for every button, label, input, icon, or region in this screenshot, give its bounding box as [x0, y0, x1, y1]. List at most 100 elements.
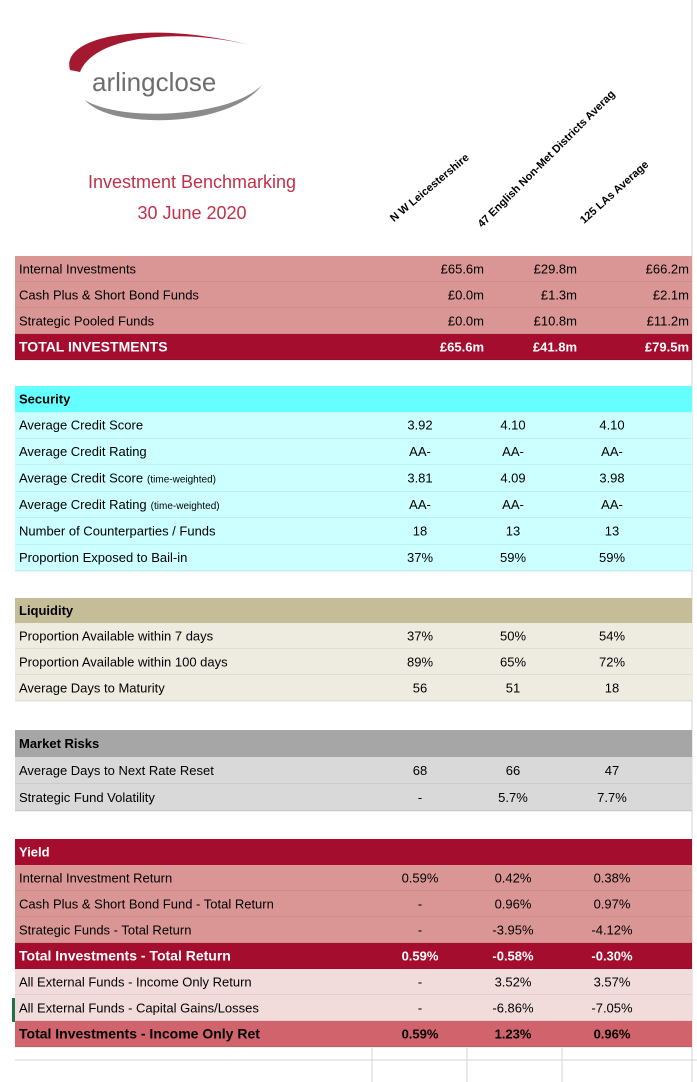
row-label: Cash Plus & Short Bond Fund - Total Retu… — [19, 896, 274, 911]
section-title: Security — [19, 391, 71, 406]
cell-value: 13 — [605, 524, 619, 539]
row-note: (time-weighted) — [147, 474, 216, 485]
row: Average Credit Score 3.92 4.10 4.10 — [15, 412, 692, 439]
cell-value: - — [418, 896, 422, 911]
row: Average Credit Rating (time-weighted) AA- A… — [15, 491, 692, 519]
cell-value: 18 — [413, 524, 427, 539]
cell-value: -7.05% — [591, 1000, 633, 1015]
cell-value: 5.7% — [498, 790, 528, 805]
row-bg — [15, 623, 692, 649]
cell-value: 68 — [413, 763, 427, 778]
cell-value: 18 — [605, 680, 619, 695]
row-bg — [15, 757, 692, 784]
row-bg — [15, 891, 692, 917]
row: Proportion Exposed to Bail-in 37% 59% 59% — [15, 544, 692, 572]
row-bg — [15, 334, 692, 360]
cell-value: £29.8m — [534, 261, 577, 276]
cell-value: 0.59% — [402, 1026, 439, 1041]
cell-value: 47 — [605, 763, 619, 778]
date: 30 June 2020 — [137, 203, 246, 223]
row-label: Average Credit Score — [19, 418, 143, 433]
section-header — [15, 839, 692, 865]
cell-value: 0.59% — [402, 870, 439, 885]
cell-value: -3.95% — [492, 922, 534, 937]
logo-swoosh — [85, 85, 262, 121]
cell-value: 0.42% — [495, 870, 532, 885]
cell-value: £79.5m — [645, 339, 689, 354]
cell-value: £10.8m — [534, 313, 577, 328]
row-label: Proportion Exposed to Bail-in — [19, 550, 187, 565]
title: Investment Benchmarking — [88, 172, 296, 192]
row: Number of Counterparties / Funds 18 13 13 — [15, 518, 692, 545]
cell-value: £11.2m — [647, 313, 689, 328]
cell-value: 51 — [506, 680, 520, 695]
row-label: Average Credit Rating — [19, 444, 147, 459]
row-bg — [15, 308, 692, 334]
cell-value: AA- — [601, 497, 623, 512]
logo-text: arlingclose — [92, 67, 216, 97]
cell-value: AA- — [502, 444, 524, 459]
cell-value: 37% — [407, 628, 433, 643]
row-bg — [15, 465, 692, 492]
row-bg — [15, 917, 692, 943]
cell-value: 54% — [599, 628, 625, 643]
row: Proportion Available within 7 days 37% 50%… — [15, 623, 692, 650]
row-label: Total Investments - Income Only Ret — [19, 1026, 260, 1042]
cell-value: -6.86% — [492, 1000, 534, 1015]
cell-value: 4.09 — [500, 471, 525, 486]
row: Average Credit Rating AA- AA- AA- — [15, 438, 692, 466]
cell-value: 59% — [500, 550, 526, 565]
selection-marker — [12, 998, 15, 1022]
row-bg — [15, 649, 692, 675]
row: Total Investments - Income Only Ret 0.59%… — [15, 1021, 692, 1048]
row: All External Funds - Income Only Return -… — [15, 969, 692, 996]
section-title: Liquidity — [19, 603, 74, 618]
cell-value: 0.96% — [495, 896, 532, 911]
cell-value: £66.2m — [646, 261, 689, 276]
row-label: Proportion Available within 7 days — [19, 628, 214, 643]
row-label: TOTAL INVESTMENTS — [19, 339, 168, 355]
row-bg — [15, 943, 692, 969]
row-bg — [15, 491, 692, 518]
cell-value: 0.38% — [594, 870, 631, 885]
cell-value: AA- — [409, 497, 431, 512]
row: Cash Plus & Short Bond Funds £0.0m £1.3m £2… — [15, 282, 692, 309]
cell-value: £41.8m — [533, 339, 577, 354]
row-label: Strategic Fund Volatility — [19, 790, 155, 805]
cell-value: 66 — [506, 763, 520, 778]
cell-value: 37% — [407, 550, 433, 565]
section-title: Yield — [19, 844, 50, 859]
cell-value: £65.6m — [440, 339, 484, 354]
cell-value: 0.97% — [594, 896, 631, 911]
cell-value: 3.98 — [599, 471, 624, 486]
cell-value: 4.10 — [599, 418, 624, 433]
cell-value: 56 — [413, 680, 427, 695]
row-bg — [15, 675, 692, 701]
logo-swoosh — [69, 32, 251, 72]
row-bg — [15, 518, 692, 545]
cell-value: -0.30% — [591, 948, 633, 963]
row: Cash Plus & Short Bond Fund - Total Retu… — [15, 891, 692, 918]
cell-value: 65% — [500, 654, 526, 669]
row-bg — [15, 282, 692, 308]
row: Strategic Fund Volatility - 5.7% 7.7% — [15, 784, 692, 812]
cell-value: £0.0m — [448, 287, 484, 302]
row-note: (time-weighted) — [151, 500, 220, 511]
section-header — [15, 386, 692, 412]
row-label: All External Funds - Income Only Return — [19, 974, 252, 989]
cell-value: - — [418, 1000, 422, 1015]
section-title: Market Risks — [19, 736, 99, 751]
cell-value: 1.23% — [495, 1026, 532, 1041]
cell-value: 89% — [407, 654, 433, 669]
row: Internal Investments £65.6m £29.8m £66.2m — [15, 256, 692, 283]
cell-value: £65.6m — [441, 261, 484, 276]
row: Strategic Pooled Funds £0.0m £10.8m £11.2m — [15, 308, 692, 335]
row: Internal Investment Return 0.59% 0.42% 0.38… — [15, 865, 692, 892]
cell-value: - — [418, 922, 422, 937]
row: Average Credit Score (time-weighted) 3.81 4… — [15, 465, 692, 492]
cell-value: -0.58% — [492, 948, 534, 963]
row-bg — [15, 865, 692, 891]
cell-value: 3.57% — [594, 974, 631, 989]
row-label: Proportion Available within 100 days — [19, 654, 228, 669]
